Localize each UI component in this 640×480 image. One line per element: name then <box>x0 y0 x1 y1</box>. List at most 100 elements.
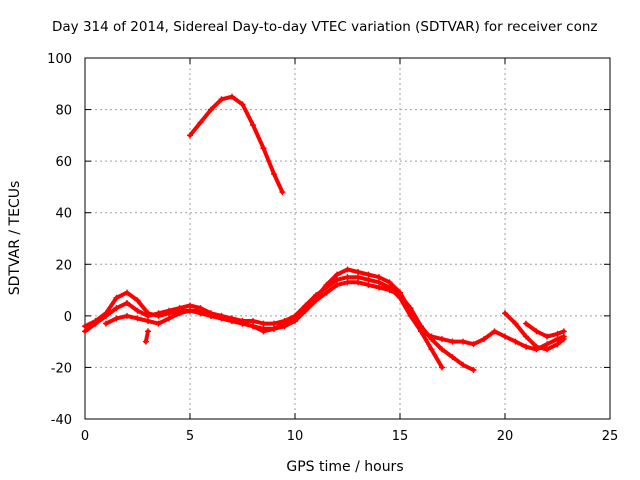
data-point <box>554 341 561 348</box>
data-point <box>512 338 519 345</box>
data-point <box>187 132 193 139</box>
data-point <box>208 312 214 319</box>
data-point <box>533 328 540 335</box>
data-point <box>208 106 214 113</box>
data-point <box>355 269 361 276</box>
data-point <box>544 341 550 348</box>
y-tick-label: -40 <box>51 413 72 428</box>
data-point <box>428 336 435 343</box>
data-point <box>449 354 456 361</box>
data-point <box>439 336 445 343</box>
data-point <box>166 310 172 317</box>
data-point <box>355 274 361 281</box>
data-point <box>460 361 466 368</box>
data-point <box>407 305 414 312</box>
data-point <box>292 318 298 325</box>
data-point <box>82 328 88 335</box>
data-point <box>176 310 183 317</box>
data-point <box>134 315 141 322</box>
data-point <box>428 346 435 353</box>
x-axis-label: GPS time / hours <box>286 459 403 475</box>
data-point <box>155 320 162 327</box>
data-point <box>523 320 529 327</box>
data-point <box>365 271 372 278</box>
x-tick-label: 10 <box>287 429 304 444</box>
series-track-6 <box>523 320 567 340</box>
data-point <box>554 330 561 337</box>
data-point <box>449 338 456 345</box>
data-point <box>229 318 235 325</box>
data-point <box>554 336 561 343</box>
data-point <box>145 328 151 335</box>
data-point <box>113 315 120 322</box>
chart-title: Day 314 of 2014, Sidereal Day-to-day VTE… <box>52 19 598 35</box>
data-point <box>124 299 130 306</box>
data-point <box>281 323 288 330</box>
data-point <box>502 333 508 340</box>
data-point <box>439 364 445 371</box>
data-point <box>323 289 330 296</box>
data-point <box>103 310 109 317</box>
data-point <box>302 307 309 314</box>
data-point <box>470 367 477 374</box>
data-point <box>418 323 424 330</box>
data-point <box>544 346 550 353</box>
data-point <box>134 307 141 314</box>
series-line <box>188 94 285 195</box>
data-point <box>523 333 529 340</box>
data-point <box>334 271 340 278</box>
data-point <box>397 292 403 299</box>
data-point <box>250 323 256 330</box>
y-axis-label: SDTVAR / TECUs <box>7 181 23 296</box>
data-point <box>145 318 151 325</box>
y-tick-label: 60 <box>55 155 72 170</box>
y-tick-label: 80 <box>55 104 72 119</box>
plot-frame <box>84 57 611 420</box>
series-track-4 <box>187 93 286 196</box>
data-point <box>376 279 382 286</box>
data-point <box>355 279 361 286</box>
x-tick-label: 15 <box>392 429 409 444</box>
data-point <box>533 343 540 350</box>
data-point <box>334 276 340 283</box>
x-tick-label: 5 <box>186 429 194 444</box>
data-point <box>197 310 204 317</box>
data-point <box>113 305 120 312</box>
data-points <box>82 93 567 374</box>
data-point <box>271 320 277 327</box>
series-line <box>104 280 476 372</box>
y-tick-label: 0 <box>64 310 72 325</box>
data-point <box>82 323 88 330</box>
data-point <box>271 325 277 332</box>
data-point <box>260 320 267 327</box>
data-point <box>113 294 120 301</box>
y-tick-label: 40 <box>55 207 72 222</box>
data-point <box>470 341 477 348</box>
ticks: 0 5 10 15 20 25 -40 -20 0 20 40 60 80 100 <box>47 52 618 444</box>
data-point <box>239 320 246 327</box>
data-point <box>544 333 550 340</box>
data-point <box>334 281 340 288</box>
data-point <box>142 338 149 345</box>
data-point <box>250 318 256 325</box>
data-point <box>218 96 225 103</box>
data-point <box>134 297 141 304</box>
data-point <box>124 312 130 319</box>
data-point <box>365 281 372 288</box>
y-tick-label: 20 <box>55 258 72 273</box>
data-point <box>460 338 466 345</box>
data-point <box>187 302 193 309</box>
data-point <box>250 122 256 129</box>
data-point <box>103 320 109 327</box>
data-point <box>260 145 267 152</box>
data-point <box>229 93 235 100</box>
data-point <box>502 310 508 317</box>
data-point <box>155 312 162 319</box>
data-point <box>523 343 529 350</box>
data-point <box>365 276 372 283</box>
data-point <box>491 328 498 335</box>
grid <box>85 58 610 419</box>
data-point <box>376 284 382 291</box>
x-tick-label: 0 <box>81 429 89 444</box>
